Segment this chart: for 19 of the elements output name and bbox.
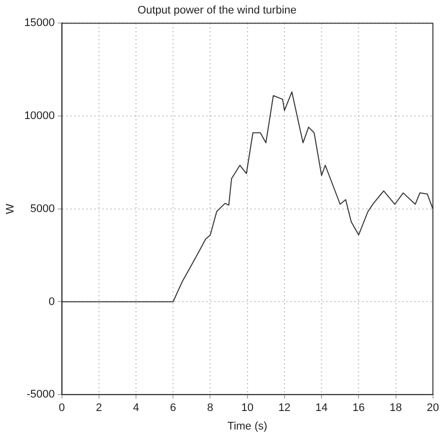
x-tick-label: 10 [241,402,254,414]
x-tick-label: 12 [278,402,291,414]
x-tick-label: 16 [352,402,365,414]
chart-title: Output power of the wind turbine [138,4,296,17]
x-tick-label: 0 [58,402,65,414]
x-tick-label: 8 [207,402,214,414]
x-tick-label: 14 [315,402,328,414]
y-tick-label: 15000 [24,17,55,30]
y-axis-title: W [4,203,17,214]
x-axis-title: Time (s) [227,420,268,432]
x-tick-label: 4 [132,402,140,414]
y-tick-label: 0 [48,296,55,308]
y-tick-label: 10000 [24,110,55,122]
x-tick-label: 2 [96,402,102,414]
x-tick-label: 18 [390,402,402,414]
y-tick-label: -5000 [26,388,55,401]
y-tick-label: 5000 [30,202,55,215]
x-tick-label: 6 [170,402,176,414]
x-tick-label: 20 [426,402,440,414]
